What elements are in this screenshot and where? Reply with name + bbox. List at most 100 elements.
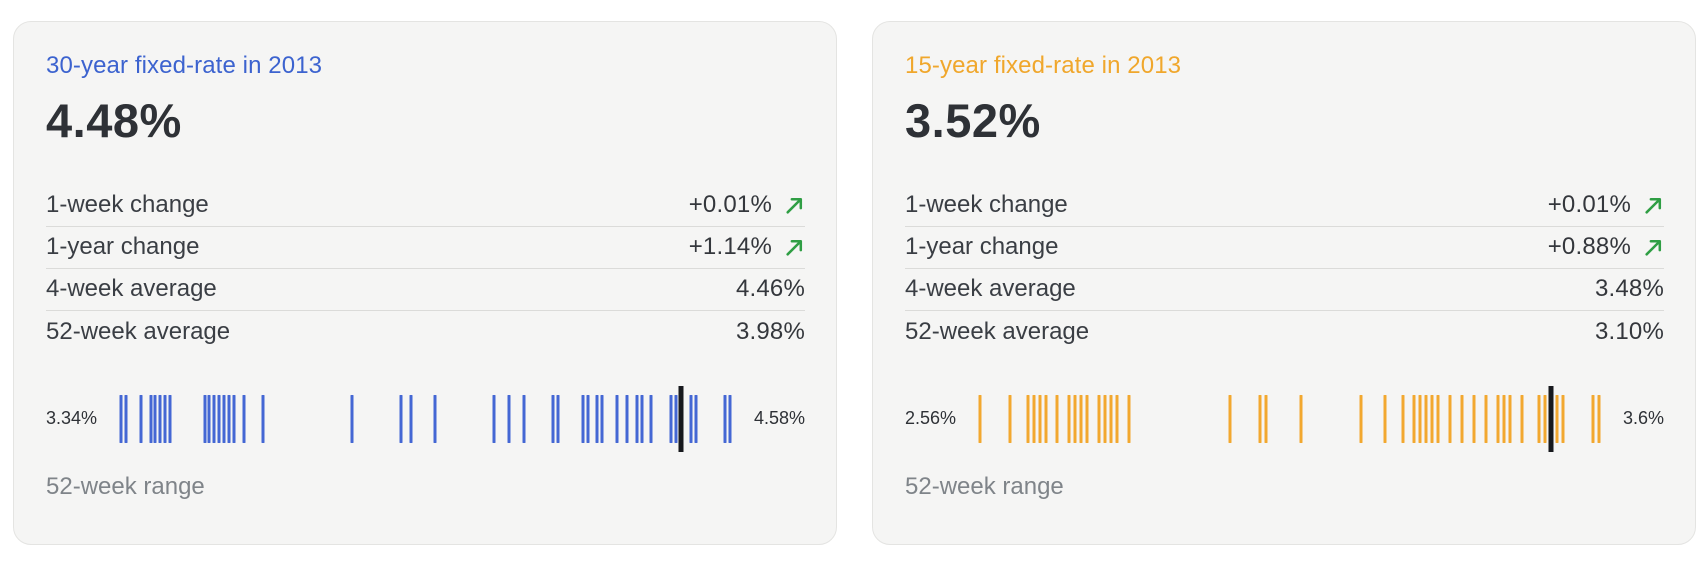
- weekly-rate-tick: [649, 394, 653, 443]
- weekly-rate-tick: [1079, 394, 1083, 443]
- trend-up-arrow-icon: [1645, 197, 1662, 214]
- weekly-rate-tick: [978, 394, 982, 443]
- weekly-rate-tick: [1097, 394, 1101, 443]
- weekly-rate-tick: [1359, 394, 1363, 443]
- weekly-rate-tick: [723, 394, 727, 443]
- range-max-label: 3.6%: [1622, 408, 1664, 429]
- weekly-rate-tick: [203, 394, 207, 443]
- card-title-15-year: 15-year fixed-rate in 2013: [905, 52, 1182, 79]
- weekly-rate-tick: [1401, 394, 1405, 443]
- weekly-rate-tick: [124, 394, 128, 443]
- range-strip-block-30-year: 3.34% 4.58%: [46, 385, 805, 452]
- weekly-rate-tick: [1127, 394, 1131, 443]
- weekly-rate-tick: [1103, 394, 1107, 443]
- weekly-rate-tick: [1264, 394, 1268, 443]
- weekly-rate-tick: [207, 394, 211, 443]
- weekly-rate-tick: [1258, 394, 1262, 443]
- range-min-label: 3.34%: [46, 408, 98, 429]
- weekly-rate-tick: [1109, 394, 1113, 443]
- card-title-30-year: 30-year fixed-rate in 2013: [46, 52, 323, 79]
- weekly-rate-tick: [615, 394, 619, 443]
- weekly-rate-tick: [350, 394, 354, 443]
- current-rate-marker: [678, 385, 684, 452]
- stat-label: 1-year change: [46, 233, 200, 261]
- weekly-rate-tick: [1484, 394, 1488, 443]
- stat-row-4-week-average: 4-week average 4.46%: [46, 269, 805, 311]
- weekly-rate-tick: [158, 394, 162, 443]
- weekly-rate-tick: [689, 394, 693, 443]
- stat-label: 1-year change: [905, 233, 1059, 261]
- stat-label: 52-week average: [46, 317, 231, 345]
- current-rate-marker: [1548, 385, 1554, 452]
- weekly-rate-tick: [551, 394, 555, 443]
- weekly-rate-tick: [139, 394, 143, 443]
- weekly-rate-tick: [222, 394, 226, 443]
- weekly-rate-tick: [1412, 394, 1416, 443]
- current-rate-30-year: 4.48%: [46, 93, 182, 147]
- stat-value: 3.10%: [1594, 317, 1664, 345]
- stat-row-1-week-change: 1-week change +0.01%: [905, 185, 1664, 227]
- weekly-rate-tick: [1591, 394, 1595, 443]
- weekly-rate-tick: [1032, 394, 1036, 443]
- weekly-rate-tick: [212, 394, 216, 443]
- weekly-rate-tick: [1520, 394, 1524, 443]
- weekly-rate-tick: [1436, 394, 1440, 443]
- weekly-rate-tick: [1555, 394, 1559, 443]
- weekly-rate-tick: [242, 394, 246, 443]
- stat-label: 52-week average: [905, 317, 1090, 345]
- weekly-rate-tick: [163, 394, 167, 443]
- weekly-rate-tick: [1383, 394, 1387, 443]
- weekly-rate-tick: [261, 394, 265, 443]
- weekly-rate-tick: [1537, 394, 1541, 443]
- weekly-rate-tick: [1597, 394, 1601, 443]
- weekly-rate-tick: [1508, 394, 1512, 443]
- weekly-rate-tick: [556, 394, 560, 443]
- weekly-rate-tick: [1073, 394, 1077, 443]
- stat-label: 1-week change: [905, 191, 1068, 219]
- weekly-rate-tick: [149, 394, 152, 443]
- trend-up-arrow-icon: [786, 239, 803, 256]
- weekly-rate-tick: [1067, 394, 1071, 443]
- weekly-rate-tick: [694, 394, 698, 443]
- weekly-rate-tick: [507, 394, 511, 443]
- weekly-rate-tick: [119, 394, 123, 443]
- stat-row-52-week-average: 52-week average 3.10%: [905, 311, 1664, 353]
- card-30-year-fixed: 30-year fixed-rate in 2013 4.48% 1-week …: [13, 21, 837, 545]
- weekly-rate-tick: [1038, 394, 1042, 443]
- stat-value: +0.01%: [1547, 191, 1631, 219]
- stats-table-15-year: 1-week change +0.01% 1-year change +0.88…: [905, 185, 1664, 353]
- weekly-rate-tick: [1044, 394, 1047, 443]
- weekly-rate-tick: [227, 394, 231, 443]
- weekly-rate-tick: [1472, 394, 1476, 443]
- weekly-rate-tick: [1448, 394, 1452, 443]
- weekly-rate-tick: [1430, 394, 1434, 443]
- weekly-rate-tick: [492, 394, 496, 443]
- range-max-label: 4.58%: [753, 408, 805, 429]
- trend-up-arrow-icon: [1645, 239, 1662, 256]
- range-caption: 52-week range: [905, 472, 1064, 500]
- weekly-rate-tick: [1460, 394, 1464, 443]
- weekly-rate-tick: [433, 394, 437, 443]
- stat-row-1-week-change: 1-week change +0.01%: [46, 185, 805, 227]
- weekly-rate-tick: [1026, 394, 1030, 443]
- weekly-rate-tick: [600, 394, 604, 443]
- weekly-rate-tick: [728, 394, 732, 443]
- stats-table-30-year: 1-week change +0.01% 1-year change +1.14…: [46, 185, 805, 353]
- weekly-rate-tick: [1496, 394, 1500, 443]
- current-rate-15-year: 3.52%: [905, 93, 1041, 147]
- weekly-rate-tick: [1228, 394, 1232, 443]
- stat-value: 4.46%: [735, 275, 805, 303]
- strip-plot-15-year: [978, 385, 1601, 452]
- stat-row-4-week-average: 4-week average 3.48%: [905, 269, 1664, 311]
- weekly-rate-tick: [1008, 394, 1012, 443]
- range-min-label: 2.56%: [905, 408, 957, 429]
- weekly-rate-tick: [1502, 394, 1506, 443]
- weekly-rate-tick: [640, 394, 644, 443]
- card-15-year-fixed: 15-year fixed-rate in 2013 3.52% 1-week …: [872, 21, 1696, 545]
- trend-up-arrow-icon: [786, 197, 803, 214]
- weekly-rate-tick: [586, 394, 590, 443]
- weekly-rate-tick: [1055, 394, 1059, 443]
- stat-value: +0.88%: [1547, 233, 1631, 261]
- weekly-rate-tick: [153, 394, 157, 443]
